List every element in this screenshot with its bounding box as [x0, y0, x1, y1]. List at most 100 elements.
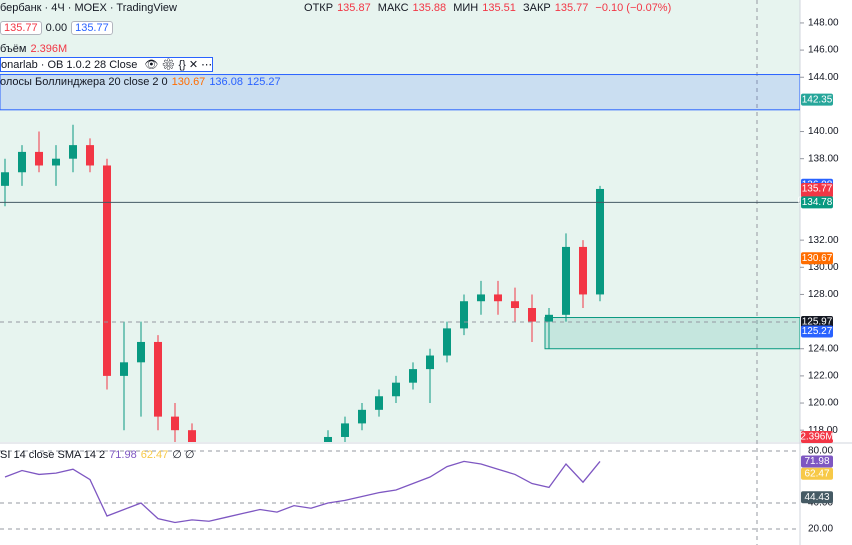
volume-tag-label: 2.396M: [800, 432, 833, 443]
price-tag: [801, 455, 833, 468]
indicator-value: ∅ ∅: [172, 449, 195, 461]
candle-body: [154, 341, 162, 417]
header: бербанк · 4Ч · MOEX · TradingView ОТКР 13…: [0, 2, 679, 14]
indicator: олосы Боллинджера 20 close 2 0 130.67 136.…: [0, 76, 285, 88]
candle-body: [409, 369, 417, 383]
candle-body: [1, 172, 9, 186]
price-tag-label: 71.98: [804, 456, 829, 467]
y-tick-label: 124.00: [808, 343, 839, 354]
sell-button[interactable]: 135.77: [0, 21, 42, 35]
order-block: [0, 74, 800, 111]
price-tag-label: 125.97: [802, 317, 833, 328]
ohlc-label: МАКС: [377, 2, 409, 14]
y-tick-label: 122.00: [808, 371, 839, 382]
candles: [0, 74, 800, 442]
price-tag-label: 62.47: [804, 468, 829, 479]
ohlc-value: 135.51: [482, 2, 516, 14]
candle-body: [18, 151, 26, 173]
indicator[interactable]: onarlab · OB 1.0.2 28 Close 👁 ⚙ {} ✕ ⋯: [0, 57, 214, 72]
y-tick-label: 138.00: [808, 153, 839, 164]
indicator-value: 71.98: [109, 449, 137, 461]
candle-body: [392, 382, 400, 397]
candle-body: [35, 151, 43, 166]
candle-body: [443, 328, 451, 356]
candle-body: [69, 145, 77, 159]
price-tag: [801, 325, 833, 338]
y-tick-label: 80.00: [808, 446, 833, 457]
price-tag-label: 130.67: [802, 253, 833, 264]
ohlc-value: 135.88: [412, 2, 447, 14]
price-tag: [801, 491, 833, 504]
price-tag-label: 134.78: [802, 197, 833, 208]
price-pane: [0, 0, 800, 442]
price-tag-label: 44.43: [804, 492, 829, 503]
price-tag: [801, 315, 833, 328]
y-tick-label: 146.00: [808, 45, 839, 56]
y-tick-label: 148.00: [808, 18, 839, 29]
indicator-value: 130.67: [171, 76, 206, 88]
change: −0.10 (−0.07%): [595, 2, 672, 14]
plot: 148.00 146.00 144.00 140.00 138.00 132.00 130.…: [0, 18, 839, 535]
candle-body: [103, 165, 111, 376]
candle-body: [426, 355, 434, 370]
y-tick-label: 140.00: [808, 126, 839, 137]
candle-body: [477, 294, 485, 302]
indicator-value: 125.27: [246, 76, 281, 88]
spread: 0.00: [45, 22, 68, 34]
candle-body: [596, 188, 604, 295]
indicator: SI 14 close SMA 14 2 71.98 62.47 ∅ ∅: [0, 448, 198, 461]
candle-body: [375, 396, 383, 410]
candle-body: [188, 430, 196, 442]
y-tick-label: 20.00: [808, 524, 833, 535]
ohlc-label: МИН: [453, 2, 479, 14]
candle-body: [460, 301, 468, 329]
candle-body: [511, 301, 519, 309]
candle-body: [545, 314, 553, 322]
y-tick-label: 132.00: [808, 235, 839, 246]
ohlc: ОТКР 135.87 МАКС 135.88 МИН 135.51 ЗАКР 135.…: [304, 2, 675, 14]
candle-body: [120, 362, 128, 376]
price-tag: [801, 467, 833, 480]
candle-body: [52, 158, 60, 166]
rsi-line: [4, 460, 601, 524]
ohlc-value: 135.77: [554, 2, 589, 14]
indicator: бъём 2.396M: [0, 43, 71, 55]
rsi-pane: [0, 444, 800, 545]
candle-body: [528, 308, 536, 322]
y-tick-label: 118.00: [808, 425, 838, 436]
candle-body: [137, 341, 145, 363]
y-tick-label: 120.00: [808, 398, 839, 409]
indicator-name: бъём: [0, 43, 27, 55]
symbol: бербанк · 4Ч · MOEX · TradingView: [0, 2, 177, 14]
y-tick-label: 130.00: [808, 262, 839, 273]
candle-body: [86, 145, 94, 166]
order-block: [544, 317, 800, 350]
price-tag-label: 125.27: [802, 326, 833, 337]
candle-body: [324, 436, 332, 442]
indicator-value: 62.47: [140, 449, 169, 461]
buy-button[interactable]: 135.77: [71, 21, 113, 35]
candle-body: [494, 294, 502, 302]
price-tag-label: 142.35: [802, 94, 833, 105]
indicator-name: SI 14 close SMA 14 2: [0, 449, 106, 461]
ohlc-value: 135.87: [337, 2, 371, 14]
volume-tag: [801, 431, 833, 443]
price-tag: [801, 93, 833, 106]
indicator-value: 2.396M: [30, 43, 68, 55]
price-tag: [801, 252, 833, 265]
candle-body: [358, 409, 366, 424]
buttons: 135.77 0.00 135.77: [0, 21, 117, 35]
indicator-name: олосы Боллинджера 20 close 2 0: [0, 76, 168, 88]
ohlc-label: ОТКР: [304, 2, 334, 14]
candle-body: [579, 246, 587, 295]
candle-body: [562, 246, 570, 315]
y-tick-label: 128.00: [808, 289, 839, 300]
indicator-value: 136.08: [209, 76, 243, 88]
ohlc-label: ЗАКР: [522, 2, 551, 14]
price-tag: [801, 196, 833, 209]
price-tag-label: 135.77: [802, 184, 833, 195]
candle-body: [171, 416, 179, 431]
indicator-name: onarlab · OB 1.0.2 28 Close: [1, 59, 138, 71]
